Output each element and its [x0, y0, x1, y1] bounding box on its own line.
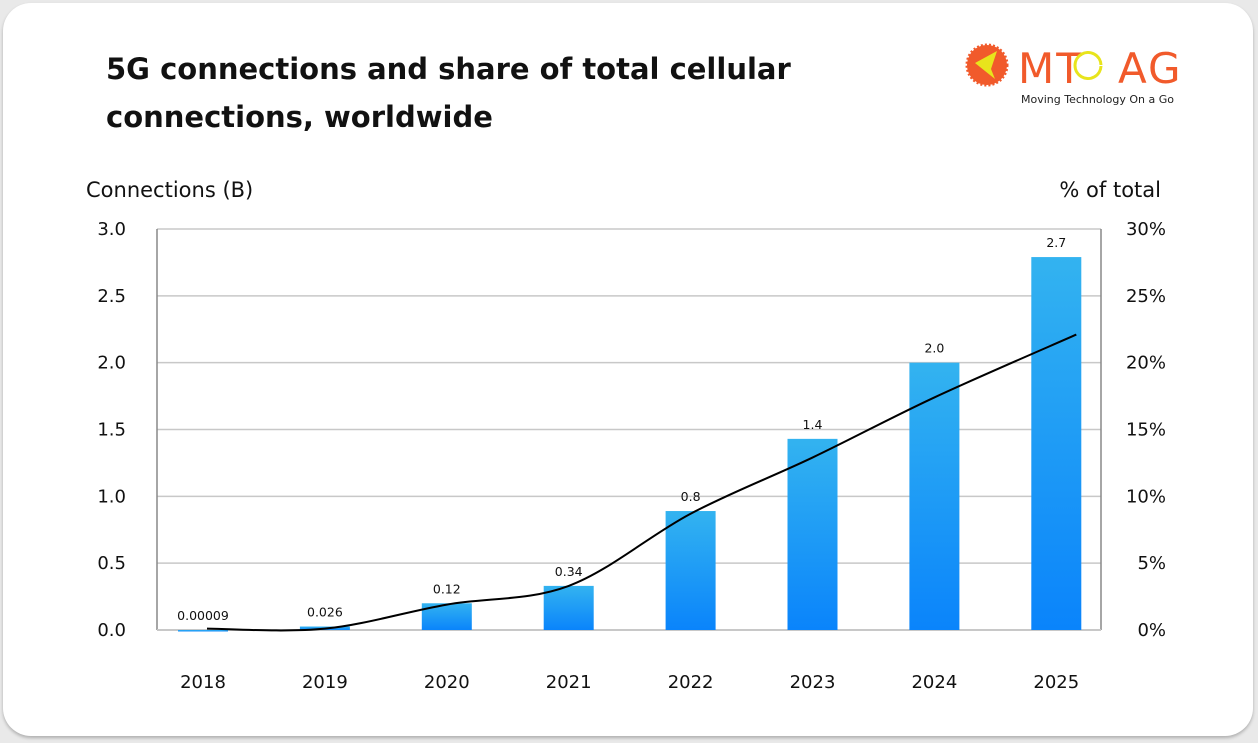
bar: [665, 511, 716, 630]
y2-tick-label: 10%: [1126, 486, 1166, 507]
data-label: 2.0: [924, 341, 944, 356]
y2-tick-label: 5%: [1137, 553, 1166, 574]
x-tick-label: 2023: [790, 672, 836, 693]
y-tick-label: 2.0: [97, 353, 126, 374]
bar: [1031, 257, 1082, 630]
data-label: 2.7: [1046, 235, 1066, 250]
y-tick-label: 1.5: [97, 420, 126, 441]
data-label: 0.34: [555, 564, 583, 579]
share-line: [206, 333, 1077, 632]
mtoag-logo: MT AG Moving Technology On a Go: [965, 43, 1183, 106]
y-tick-label: 1.0: [97, 486, 126, 507]
data-label: 0.12: [433, 581, 461, 596]
bar: [909, 362, 960, 630]
x-tick-label: 2024: [911, 672, 957, 693]
y-axis-label: Connections (B): [86, 178, 253, 202]
x-tick-label: 2020: [424, 672, 470, 693]
data-label: 0.026: [307, 605, 343, 620]
data-label: 1.4: [803, 417, 823, 432]
data-label: 0.8: [681, 489, 701, 504]
y-tick-label: 0.0: [97, 620, 126, 641]
y2-tick-label: 30%: [1126, 219, 1166, 240]
y2-axis-label: % of total: [1059, 178, 1161, 202]
y2-tick-label: 25%: [1126, 286, 1166, 307]
y2-tick-label: 0%: [1137, 620, 1166, 641]
x-tick-label: 2022: [668, 672, 714, 693]
svg-text:MT: MT: [1018, 44, 1084, 93]
x-tick-label: 2025: [1033, 672, 1079, 693]
y-tick-label: 2.5: [97, 286, 126, 307]
y2-tick-label: 20%: [1126, 353, 1166, 374]
bar: [543, 585, 594, 630]
x-tick-label: 2021: [546, 672, 592, 693]
y-tick-label: 3.0: [97, 219, 126, 240]
svg-text:AG: AG: [1118, 44, 1183, 93]
bar: [787, 438, 838, 630]
y-tick-label: 0.5: [97, 553, 126, 574]
x-tick-label: 2019: [302, 672, 348, 693]
data-label: 0.00009: [177, 608, 229, 623]
x-tick-label: 2018: [180, 672, 226, 693]
bar: [178, 629, 228, 632]
chart-title: 5G connections and share of total cellul…: [106, 52, 791, 134]
y2-tick-label: 15%: [1126, 420, 1166, 441]
svg-text:Moving Technology On a Go: Moving Technology On a Go: [1021, 93, 1174, 106]
